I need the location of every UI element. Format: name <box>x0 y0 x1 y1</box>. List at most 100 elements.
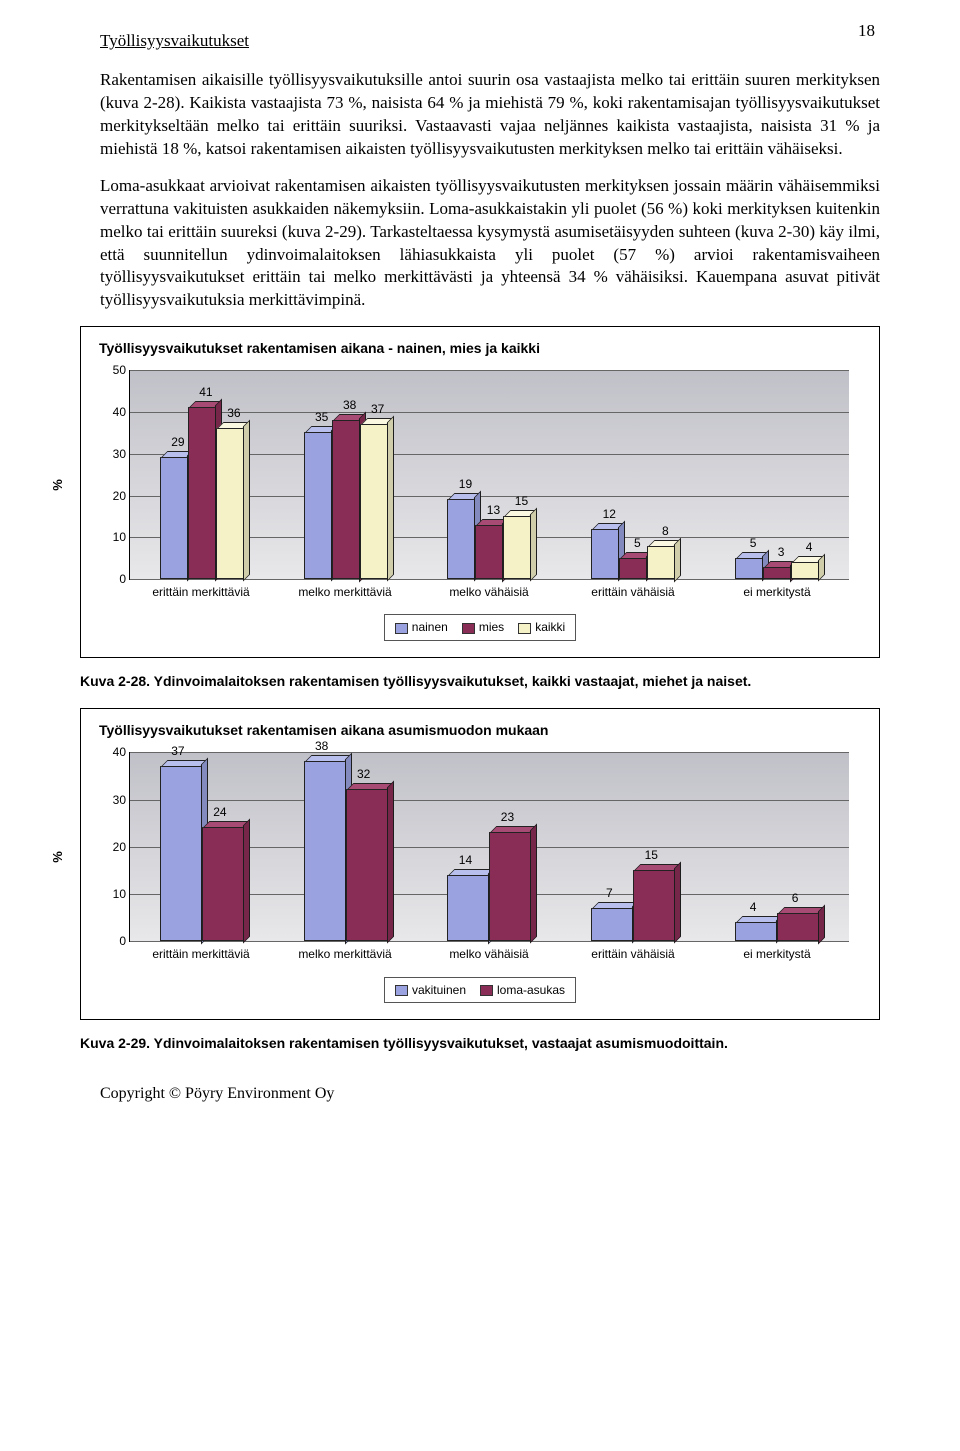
bar: 15 <box>633 870 675 941</box>
legend-swatch <box>462 623 475 634</box>
legend-swatch <box>395 623 408 634</box>
paragraph-1: Rakentamisen aikaisille työllisyysvaikut… <box>100 69 880 161</box>
ytick-label: 30 <box>102 792 126 808</box>
ytick-label: 10 <box>102 529 126 545</box>
paragraph-2: Loma-asukkaat arvioivat rakentamisen aik… <box>100 175 880 313</box>
bar-value-label: 23 <box>492 809 522 825</box>
bar-value-label: 41 <box>191 384 221 400</box>
legend-label: mies <box>479 620 504 634</box>
bar-value-label: 8 <box>650 523 680 539</box>
bar: 15 <box>503 516 531 579</box>
bar-group: 715 <box>561 752 705 941</box>
bar-value-label: 19 <box>450 476 480 492</box>
legend-label: nainen <box>412 620 448 634</box>
bar-value-label: 32 <box>349 766 379 782</box>
bar-group: 1258 <box>561 370 705 579</box>
bar-value-label: 37 <box>363 401 393 417</box>
legend-swatch <box>518 623 531 634</box>
ytick-label: 50 <box>102 362 126 378</box>
chart-2-legend: vakituinen loma-asukas <box>384 977 576 1003</box>
legend-label: loma-asukas <box>497 983 565 997</box>
bar: 6 <box>777 913 819 942</box>
x-category-label: erittäin vähäisiä <box>561 942 705 962</box>
bar-value-label: 3 <box>766 544 796 560</box>
bar: 36 <box>216 428 244 579</box>
chart-2-plot: 01020304037243832142371546 <box>129 752 849 942</box>
x-category-label: erittäin vähäisiä <box>561 580 705 600</box>
bar-value-label: 14 <box>450 852 480 868</box>
bar: 38 <box>332 420 360 580</box>
chart-2-ylabel: % <box>49 852 67 864</box>
legend-label: kaikki <box>535 620 565 634</box>
bar: 5 <box>735 558 763 579</box>
bar: 37 <box>360 424 388 579</box>
legend-item: mies <box>462 619 504 635</box>
bar-group: 294136 <box>130 370 274 579</box>
gridline <box>130 579 849 580</box>
bar-value-label: 7 <box>594 885 624 901</box>
bar: 8 <box>647 546 675 580</box>
ytick-label: 0 <box>102 933 126 949</box>
chart-1-xaxis: erittäin merkittäviämelko merkittäviämel… <box>129 580 849 600</box>
bar-value-label: 24 <box>205 804 235 820</box>
legend-item: loma-asukas <box>480 982 565 998</box>
caption-2: Kuva 2-29. Ydinvoimalaitoksen rakentamis… <box>80 1034 880 1053</box>
bar: 12 <box>591 529 619 579</box>
bar-group: 191315 <box>418 370 562 579</box>
chart-2-xaxis: erittäin merkittäviämelko merkittäviämel… <box>129 942 849 962</box>
legend-swatch <box>480 985 493 996</box>
x-category-label: melko vähäisiä <box>417 580 561 600</box>
bar: 24 <box>202 827 244 941</box>
section-title: Työllisyysvaikutukset <box>100 30 880 53</box>
bar: 32 <box>346 789 388 941</box>
bar: 4 <box>791 562 819 579</box>
bar-group: 1423 <box>418 752 562 941</box>
bar-value-label: 4 <box>738 899 768 915</box>
chart-1-legend: nainen mies kaikki <box>384 614 576 640</box>
ytick-label: 30 <box>102 446 126 462</box>
bar-value-label: 5 <box>738 535 768 551</box>
ytick-label: 20 <box>102 488 126 504</box>
legend-swatch <box>395 985 408 996</box>
ytick-label: 10 <box>102 886 126 902</box>
bar: 41 <box>188 407 216 579</box>
bar: 7 <box>591 908 633 941</box>
caption-1: Kuva 2-28. Ydinvoimalaitoksen rakentamis… <box>80 672 880 691</box>
bar: 19 <box>447 499 475 579</box>
bar: 23 <box>489 832 531 941</box>
bar-value-label: 15 <box>636 847 666 863</box>
bar-value-label: 6 <box>780 890 810 906</box>
legend-label: vakituinen <box>412 983 466 997</box>
bar-group: 46 <box>705 752 849 941</box>
bar-value-label: 4 <box>794 539 824 555</box>
x-category-label: ei merkitystä <box>705 580 849 600</box>
bar-value-label: 12 <box>594 506 624 522</box>
x-category-label: melko merkittäviä <box>273 580 417 600</box>
bar-group: 3832 <box>274 752 418 941</box>
bar: 14 <box>447 875 489 942</box>
x-category-label: melko vähäisiä <box>417 942 561 962</box>
bar-value-label: 15 <box>506 493 536 509</box>
bar: 13 <box>475 525 503 580</box>
x-category-label: ei merkitystä <box>705 942 849 962</box>
chart-1-container: Työllisyysvaikutukset rakentamisen aikan… <box>80 326 880 657</box>
bar-value-label: 36 <box>219 405 249 421</box>
bar-group: 353837 <box>274 370 418 579</box>
chart-1-title: Työllisyysvaikutukset rakentamisen aikan… <box>99 339 861 358</box>
bar: 37 <box>160 766 202 942</box>
bar: 38 <box>304 761 346 942</box>
chart-1-ylabel: % <box>49 480 67 492</box>
page-number: 18 <box>858 20 875 43</box>
chart-2-container: Työllisyysvaikutukset rakentamisen aikan… <box>80 708 880 1019</box>
x-category-label: erittäin merkittäviä <box>129 580 273 600</box>
bar: 29 <box>160 457 188 579</box>
ytick-label: 0 <box>102 571 126 587</box>
legend-item: nainen <box>395 619 448 635</box>
bar-group: 3724 <box>130 752 274 941</box>
bar-group: 534 <box>705 370 849 579</box>
footer-copyright: Copyright © Pöyry Environment Oy <box>100 1083 880 1105</box>
chart-2-title: Työllisyysvaikutukset rakentamisen aikan… <box>99 721 861 740</box>
legend-item: kaikki <box>518 619 565 635</box>
bar: 5 <box>619 558 647 579</box>
bar: 35 <box>304 432 332 579</box>
